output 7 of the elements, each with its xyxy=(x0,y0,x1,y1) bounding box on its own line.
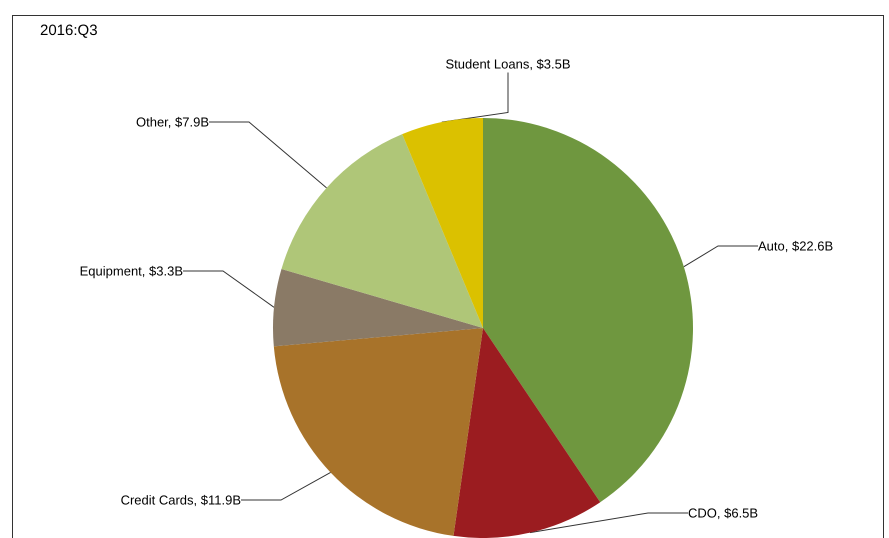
slice-label: Auto, $22.6B xyxy=(758,238,834,254)
slice-label: Credit Cards, $11.9B xyxy=(120,492,241,508)
slice-label: CDO, $6.5B xyxy=(688,506,758,520)
slice-label: Student Loans, $3.5B xyxy=(445,56,571,72)
slice-label: Equipment, $3.3B xyxy=(80,264,183,278)
slice-label: Other, $7.9B xyxy=(136,114,209,130)
chart-title: 2016:Q3 xyxy=(40,22,98,39)
